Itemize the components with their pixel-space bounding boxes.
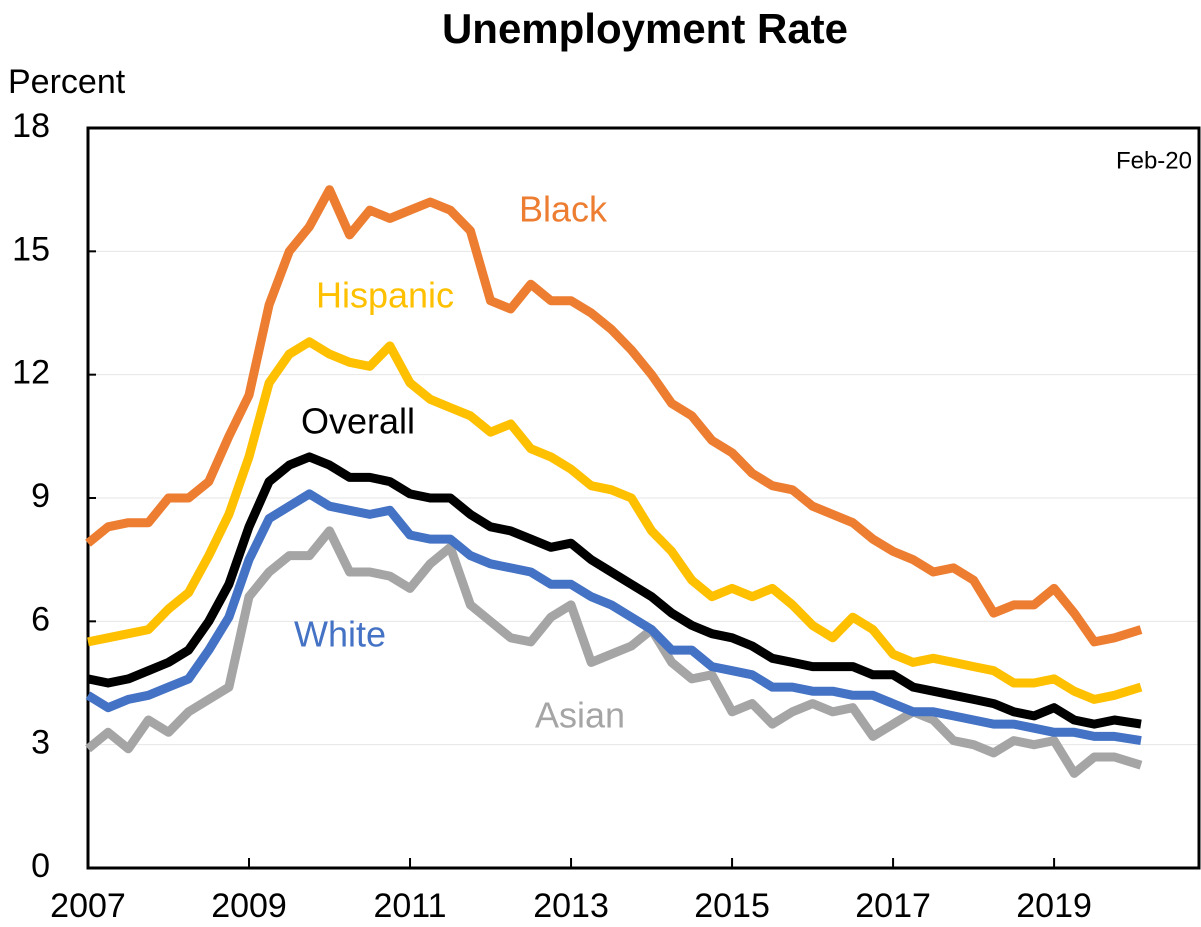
y-tick-label: 15 <box>12 230 50 268</box>
line-series <box>85 489 1142 746</box>
x-tick-label: 2011 <box>373 887 446 925</box>
x-tick-label: 2007 <box>50 887 126 925</box>
x-tick-label: 2017 <box>855 887 931 925</box>
series-label: White <box>294 614 386 655</box>
x-tick-label: 2015 <box>694 887 770 925</box>
chart-title: Unemployment Rate <box>442 5 848 52</box>
line-series <box>85 185 1143 647</box>
x-tick-label: 2013 <box>533 887 609 925</box>
y-tick-label: 18 <box>12 107 50 145</box>
x-tick-label: 2019 <box>1016 887 1092 925</box>
y-tick-label: 0 <box>31 847 50 885</box>
series-label: Hispanic <box>316 275 454 316</box>
y-tick-label: 3 <box>31 724 50 762</box>
annotation: Feb-20 <box>1116 147 1192 174</box>
y-tick-label: 6 <box>31 600 50 638</box>
series-label: Black <box>519 189 608 230</box>
y-tick-label: 12 <box>12 354 50 392</box>
series-label: Asian <box>535 695 625 736</box>
line-series <box>85 526 1143 778</box>
line-series <box>87 337 1143 704</box>
y-tick-label: 9 <box>31 477 50 515</box>
plot-frame <box>86 126 1201 870</box>
y-axis-label: Percent <box>8 63 126 101</box>
series-label: Overall <box>301 401 415 442</box>
x-tick-label: 2009 <box>211 887 287 925</box>
line-series <box>87 452 1142 729</box>
